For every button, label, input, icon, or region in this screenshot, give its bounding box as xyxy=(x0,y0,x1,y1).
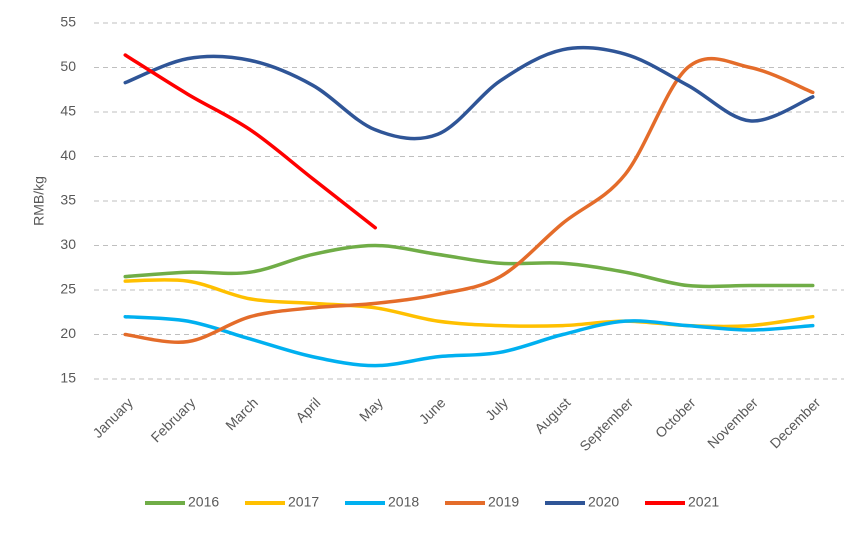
x-tick-label: May xyxy=(356,394,386,424)
legend-label: 2020 xyxy=(588,494,619,510)
legend-label: 2021 xyxy=(688,494,719,510)
x-tick-label: June xyxy=(416,394,449,427)
y-tick-label: 50 xyxy=(60,58,76,74)
x-tick-label: August xyxy=(531,394,573,436)
x-tick-label: October xyxy=(652,394,699,441)
series-line xyxy=(123,56,815,344)
series-line xyxy=(123,243,815,289)
x-tick-label: November xyxy=(704,394,761,451)
y-tick-label: 25 xyxy=(60,281,76,297)
series-line xyxy=(123,45,815,141)
y-tick-label: 30 xyxy=(60,236,76,252)
legend-label: 2019 xyxy=(488,494,519,510)
y-tick-label: 55 xyxy=(60,14,76,30)
series-line xyxy=(123,314,815,368)
legend-label: 2017 xyxy=(288,494,319,510)
x-tick-label: February xyxy=(148,394,199,445)
y-tick-label: 20 xyxy=(60,325,76,341)
x-tick-label: April xyxy=(292,394,323,425)
y-tick-label: 45 xyxy=(60,103,76,119)
y-axis-label: RMB/kg xyxy=(31,176,47,226)
x-tick-label: July xyxy=(482,394,511,423)
legend-label: 2016 xyxy=(188,494,219,510)
x-tick-label: January xyxy=(89,394,136,441)
y-tick-label: 35 xyxy=(60,192,76,208)
legend-label: 2018 xyxy=(388,494,419,510)
x-tick-label: September xyxy=(576,394,636,454)
y-tick-label: 15 xyxy=(60,370,76,386)
series-line xyxy=(123,53,377,230)
x-tick-label: March xyxy=(222,394,261,433)
y-tick-label: 40 xyxy=(60,147,76,163)
x-tick-label: December xyxy=(767,394,824,451)
